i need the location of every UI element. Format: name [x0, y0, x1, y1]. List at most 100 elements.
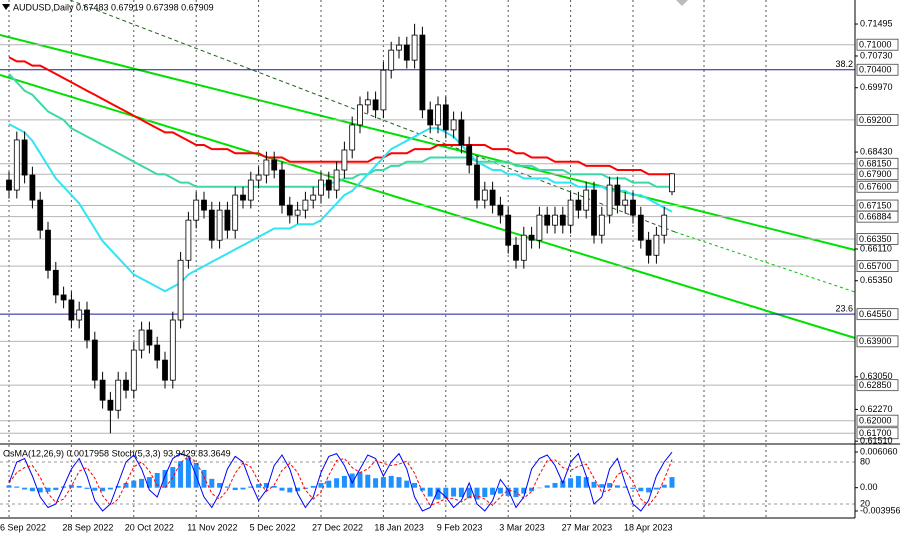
histogram-bar [490, 487, 496, 495]
candle-body [622, 199, 629, 206]
histogram-bar [45, 487, 51, 492]
candle-body [505, 214, 512, 246]
candle-body [13, 139, 20, 191]
candle-body [208, 209, 215, 241]
level-label: 0.68150 [859, 159, 892, 169]
channel-line [0, 74, 856, 339]
histogram-bar [115, 485, 121, 488]
x-tick-label: 27 Dec 2022 [312, 522, 363, 532]
candle-body [310, 194, 317, 201]
histogram-bar [185, 458, 191, 488]
candle-body [513, 244, 519, 261]
title-arrow [2, 4, 10, 10]
candle-body [286, 204, 293, 216]
histogram-bar [318, 482, 324, 488]
candle-body [60, 294, 67, 301]
candle-body [450, 119, 457, 131]
candle-body [193, 199, 200, 221]
level-label: 0.67600 [859, 182, 892, 192]
histogram-bar [100, 487, 106, 492]
candle-body [68, 299, 75, 321]
y-tick-label: 0.65350 [860, 275, 893, 285]
shift-marker [676, 0, 688, 6]
candle-body [520, 234, 527, 261]
histogram-bar [529, 487, 535, 492]
histogram-bar [131, 480, 137, 488]
y-tick-label: 0.63050 [860, 371, 893, 381]
histogram-bar [419, 487, 425, 491]
candle-body [45, 229, 51, 271]
level-label-box [856, 180, 899, 193]
level-label-box [856, 427, 899, 440]
level-label-box [856, 414, 899, 427]
histogram-bar [622, 486, 628, 488]
candle-body [91, 339, 98, 381]
candle-body [52, 269, 59, 296]
histogram-bar [107, 487, 113, 490]
candle-body [29, 174, 36, 201]
histogram-bar [84, 487, 90, 489]
candle-body [107, 399, 114, 411]
histogram-bar [310, 485, 316, 488]
histogram-bar [68, 484, 74, 488]
level-label-box [856, 210, 899, 223]
candle-body [255, 174, 262, 181]
candle-body [614, 184, 621, 206]
candle-body [247, 179, 254, 201]
histogram-bar [295, 487, 301, 492]
candle-body [645, 239, 652, 256]
level-label: 0.66350 [859, 234, 892, 244]
y-tick-label: 0.00 [860, 482, 878, 492]
histogram-bar [287, 487, 293, 493]
histogram-bar [146, 477, 152, 488]
histogram-bar [29, 487, 35, 492]
histogram-bar [349, 473, 355, 488]
candle-body [427, 109, 434, 126]
histogram-bar [544, 485, 550, 488]
candle-body [232, 194, 239, 231]
histogram-bar [22, 487, 28, 490]
histogram-bar [365, 474, 371, 488]
histogram-bar [334, 478, 340, 488]
candle-body [364, 99, 371, 106]
candle-body [333, 169, 340, 191]
y-tick-label: 0.66110 [860, 243, 892, 253]
histogram-bar [521, 487, 527, 494]
histogram-bar [614, 485, 620, 488]
candle-body [606, 184, 613, 216]
candle-body [591, 189, 597, 236]
histogram-bar [380, 477, 386, 488]
histogram-bar [630, 487, 636, 489]
candle-body [388, 49, 395, 71]
level-label: 0.69200 [859, 115, 892, 125]
candle-body [474, 164, 480, 201]
candle-body [169, 319, 176, 381]
y-tick-label: 0.71495 [860, 18, 893, 28]
level-label: 0.62850 [859, 380, 892, 390]
candle-body [349, 124, 356, 151]
y2-tick-label: 20 [860, 498, 870, 508]
candle-body [552, 214, 558, 226]
candle-body [123, 379, 129, 391]
candle-body [84, 309, 90, 341]
histogram-bar [552, 482, 558, 488]
histogram-bar [224, 486, 230, 488]
histogram-bar [388, 475, 394, 488]
candle-body [21, 139, 28, 176]
level-label: 0.64550 [859, 309, 892, 319]
level-label: 0.67900 [859, 169, 892, 179]
moving-average [8, 73, 672, 188]
histogram-bar [201, 470, 207, 488]
histogram-bar [162, 470, 168, 488]
y-tick-label: -0.003956 [860, 505, 900, 515]
histogram-bar [458, 487, 464, 498]
fib-label: 38.2 [835, 59, 853, 69]
level-label: 0.67150 [859, 200, 892, 210]
histogram-bar [412, 482, 418, 488]
candle-body [458, 119, 465, 146]
histogram-bar [53, 487, 59, 491]
candle-body [6, 179, 12, 191]
candle-body [263, 159, 270, 176]
